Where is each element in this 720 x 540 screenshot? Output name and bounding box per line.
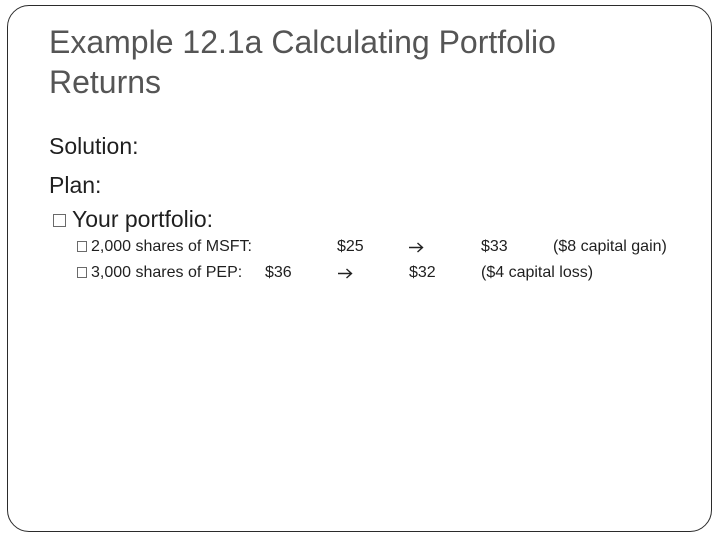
- holding-pep-label: 3,000 shares of PEP:: [91, 264, 243, 281]
- holding-msft-note: ($8 capital gain): [553, 238, 667, 255]
- holding-pep-start-price: $36: [265, 264, 292, 281]
- slide-title: Example 12.1a Calculating Portfolio Retu…: [49, 22, 689, 102]
- portfolio-bullet: Your portfolio:: [53, 205, 213, 233]
- arrow-right-icon: [408, 242, 424, 253]
- bullet-checkbox-icon: [53, 214, 66, 227]
- plan-label: Plan:: [49, 172, 102, 198]
- holding-msft-item: 2,000 shares of MSFT:: [77, 237, 252, 257]
- solution-label: Solution:: [49, 133, 139, 159]
- holding-msft-start-price: $25: [337, 238, 364, 255]
- slide-frame: [7, 5, 712, 532]
- arrow-right-icon: [337, 268, 353, 279]
- holding-pep-end-price: $32: [409, 264, 436, 281]
- title-line-1: Example 12.1a Calculating Portfolio: [49, 24, 556, 60]
- sub-bullet-checkbox-icon: [77, 267, 87, 278]
- holding-pep-note: ($4 capital loss): [481, 264, 594, 281]
- portfolio-label: Your portfolio:: [72, 206, 214, 232]
- holding-msft-label: 2,000 shares of MSFT:: [91, 238, 252, 255]
- holding-msft-end-price: $33: [481, 238, 508, 255]
- holding-pep-item: 3,000 shares of PEP:: [77, 263, 242, 283]
- sub-bullet-checkbox-icon: [77, 241, 87, 252]
- title-line-2: Returns: [49, 64, 162, 100]
